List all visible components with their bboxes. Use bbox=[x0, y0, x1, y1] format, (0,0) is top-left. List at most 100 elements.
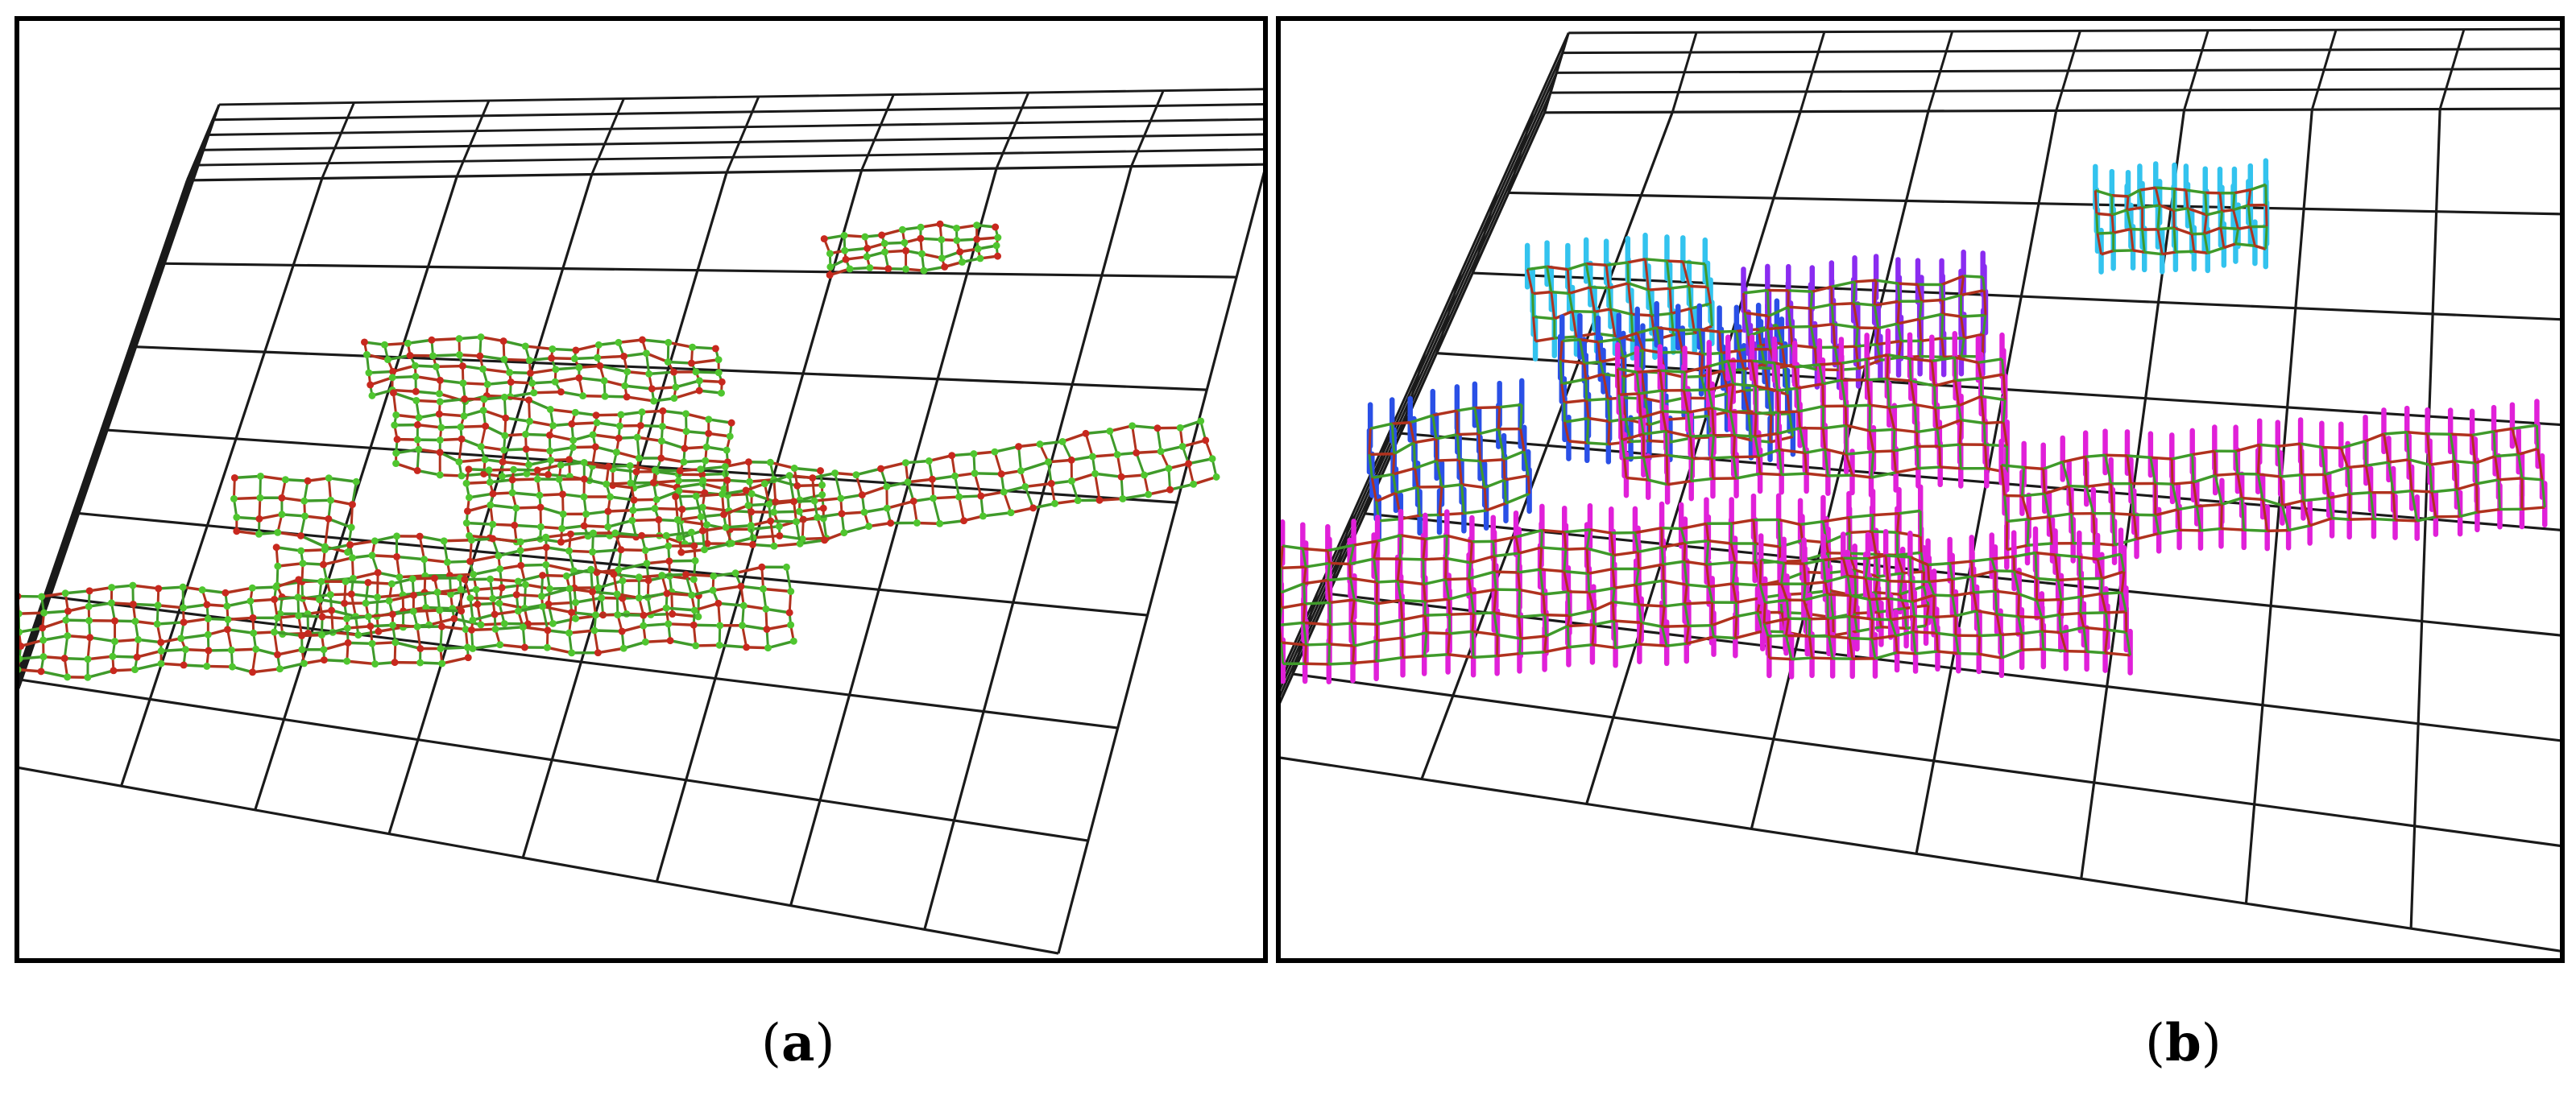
network-link bbox=[2249, 226, 2256, 246]
network-link bbox=[1928, 577, 1953, 584]
network-link bbox=[1539, 568, 1545, 595]
network-link bbox=[2219, 227, 2226, 248]
network-link bbox=[1470, 554, 1495, 564]
network-node bbox=[348, 501, 356, 509]
network-link bbox=[499, 601, 525, 610]
network-link bbox=[2006, 544, 2028, 552]
network-node bbox=[406, 352, 414, 359]
network-link bbox=[1393, 466, 1416, 476]
network-link bbox=[1483, 487, 1488, 511]
network-node bbox=[516, 547, 524, 555]
network-link bbox=[1731, 519, 1754, 525]
network-link bbox=[1873, 280, 1878, 306]
network-link bbox=[323, 641, 349, 651]
network-link bbox=[528, 399, 551, 411]
network-link bbox=[696, 493, 723, 498]
network-node bbox=[861, 233, 869, 241]
network-link bbox=[2113, 249, 2134, 253]
network-node bbox=[85, 587, 93, 595]
network-link bbox=[1474, 406, 1500, 410]
network-link bbox=[1541, 546, 1567, 551]
network-link bbox=[2127, 188, 2141, 198]
network-link bbox=[1918, 319, 1923, 341]
network-node bbox=[62, 616, 70, 624]
network-link bbox=[324, 543, 350, 552]
network-link bbox=[1587, 441, 1609, 446]
network-node bbox=[246, 597, 255, 605]
network-link bbox=[634, 498, 657, 502]
network-node bbox=[557, 538, 565, 546]
network-link bbox=[2161, 250, 2176, 256]
network-node bbox=[658, 423, 666, 431]
network-link bbox=[1493, 535, 1517, 544]
network-link bbox=[640, 424, 663, 428]
network-link bbox=[2104, 630, 2109, 653]
network-link bbox=[1886, 377, 1911, 382]
network-node bbox=[691, 556, 699, 564]
network-link bbox=[1477, 433, 1482, 461]
network-link bbox=[700, 513, 724, 519]
network-link bbox=[2185, 189, 2189, 209]
network-node bbox=[709, 586, 717, 594]
network-link bbox=[2186, 208, 2193, 235]
network-node bbox=[688, 359, 695, 367]
network-link bbox=[1776, 412, 1780, 434]
network-link bbox=[643, 606, 667, 617]
network-link bbox=[1778, 449, 1783, 475]
network-link bbox=[1563, 571, 1570, 593]
network-link bbox=[1302, 566, 1307, 584]
network-link bbox=[1961, 288, 1985, 297]
network-node bbox=[591, 443, 599, 451]
network-link bbox=[1667, 453, 1693, 461]
network-link bbox=[621, 624, 644, 633]
network-link bbox=[1518, 568, 1541, 574]
network-link bbox=[610, 495, 635, 502]
network-link bbox=[1914, 403, 1936, 410]
network-link bbox=[1563, 402, 1566, 423]
network-link bbox=[2069, 484, 2087, 489]
network-link bbox=[1812, 656, 1833, 660]
network-link bbox=[1757, 456, 1762, 474]
network-node bbox=[438, 622, 446, 630]
network-node bbox=[681, 444, 689, 453]
network-node bbox=[479, 365, 487, 373]
network-link bbox=[1982, 315, 1987, 335]
network-link bbox=[157, 621, 184, 626]
network-node bbox=[662, 531, 670, 539]
network-link bbox=[1848, 595, 1852, 617]
network-link bbox=[817, 512, 843, 519]
network-node bbox=[255, 515, 263, 523]
network-link bbox=[1071, 472, 1096, 482]
network-link bbox=[19, 611, 44, 615]
network-link bbox=[1327, 580, 1331, 603]
network-link bbox=[1936, 631, 1957, 637]
network-link bbox=[1661, 411, 1667, 432]
network-link bbox=[2043, 461, 2064, 470]
network-link bbox=[1886, 598, 1892, 620]
network-link bbox=[2111, 513, 2116, 546]
network-link bbox=[2366, 461, 2389, 468]
network-link bbox=[327, 477, 333, 501]
network-link bbox=[1586, 262, 1607, 267]
network-node bbox=[971, 469, 979, 477]
network-node bbox=[295, 612, 303, 620]
network-link bbox=[1352, 646, 1356, 663]
network-link bbox=[685, 412, 710, 421]
network-node bbox=[695, 377, 703, 385]
network-link bbox=[2155, 482, 2173, 486]
network-node bbox=[1007, 509, 1015, 517]
network-link bbox=[1670, 313, 1675, 335]
network-link bbox=[1709, 304, 1713, 327]
network-node bbox=[536, 491, 544, 499]
network-node bbox=[387, 580, 396, 588]
network-link bbox=[2234, 451, 2239, 474]
network-link bbox=[2238, 225, 2251, 230]
network-link bbox=[1624, 456, 1644, 460]
back-wall-grid-line bbox=[1556, 67, 2560, 74]
network-node bbox=[1015, 443, 1023, 451]
network-link bbox=[2340, 440, 2367, 450]
network-node bbox=[572, 346, 580, 354]
network-link bbox=[1785, 635, 1793, 659]
network-link bbox=[490, 577, 519, 583]
network-link bbox=[1402, 655, 1425, 659]
